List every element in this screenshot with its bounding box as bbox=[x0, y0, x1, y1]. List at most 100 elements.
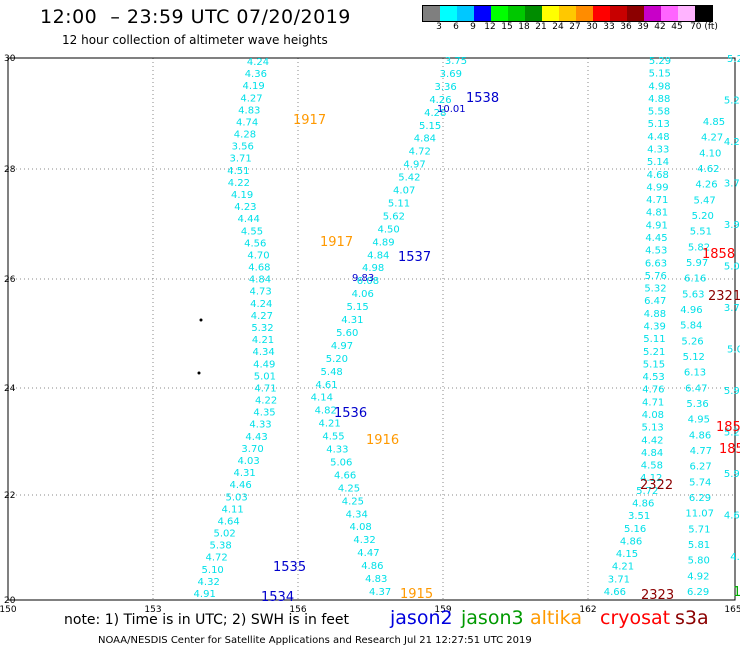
wave-height-value: 5.58 bbox=[648, 107, 670, 118]
wave-height-value: 4.24 bbox=[247, 57, 269, 68]
wave-height-value: 4.22 bbox=[255, 396, 277, 407]
wave-height-value: 4.25 bbox=[342, 496, 364, 507]
wave-height-value: 4.56 bbox=[244, 238, 266, 249]
wave-height-value: 5.26 bbox=[681, 336, 703, 347]
color-scale-label: 18 bbox=[518, 22, 530, 32]
wave-height-value: 4.03 bbox=[237, 456, 259, 467]
wave-height-value: 4.08 bbox=[350, 522, 372, 533]
wave-height-value: 5.62 bbox=[383, 211, 405, 222]
color-scale-label: 21 bbox=[535, 22, 547, 32]
color-scale-label: 27 bbox=[569, 22, 581, 32]
page-title: 12:00 – 23:59 UTC 07/20/2019 bbox=[40, 6, 351, 28]
wave-height-value: 4.26 bbox=[695, 180, 717, 191]
color-swatch bbox=[559, 6, 576, 21]
legend-cryosat: cryosat bbox=[600, 607, 671, 629]
wave-height-value: 4.66 bbox=[604, 587, 626, 598]
wave-height-value: 6.47 bbox=[644, 296, 666, 307]
wave-height-value: 4.46 bbox=[229, 480, 251, 491]
wave-height-value: 5.81 bbox=[688, 540, 710, 551]
wave-height-value: 4.11 bbox=[221, 504, 243, 515]
wave-height-value: 5.60 bbox=[336, 328, 358, 339]
wave-height-value: 5.06 bbox=[330, 457, 352, 468]
wave-height-value: 4.21 bbox=[252, 335, 274, 346]
wave-height-value: 4.71 bbox=[646, 195, 668, 206]
units-note: note: 1) Time is in UTC; 2) SWH is in fe… bbox=[64, 612, 350, 628]
wave-height-value: 5.84 bbox=[680, 321, 702, 332]
wave-height-value: 4.48 bbox=[647, 132, 669, 143]
wave-height-value: 5.12 bbox=[683, 352, 705, 363]
wave-height-value: 4.86 bbox=[689, 430, 711, 441]
wave-height-value: 6.29 bbox=[689, 493, 711, 504]
wave-height-value: 4.70 bbox=[247, 250, 269, 261]
wave-height-value: 5.0 bbox=[727, 345, 740, 356]
wave-height-value: 5.20 bbox=[326, 354, 348, 365]
wave-height-value: 4.33 bbox=[249, 420, 271, 431]
wave-height-value: 4.84 bbox=[249, 275, 271, 286]
x-tick-label: 156 bbox=[289, 605, 306, 615]
wave-height-value: 4.66 bbox=[334, 470, 356, 481]
wave-height-value: 4.14 bbox=[311, 393, 333, 404]
wave-height-value: 4.98 bbox=[362, 263, 384, 274]
color-swatch bbox=[627, 6, 644, 21]
wave-height-value: 4.76 bbox=[642, 385, 664, 396]
wave-height-value: 4.82 bbox=[315, 406, 337, 417]
wave-height-value: 4.25 bbox=[338, 483, 360, 494]
wave-height-value: 4.33 bbox=[647, 145, 669, 156]
color-swatch bbox=[491, 6, 508, 21]
color-scale-labels: 3 6 9 12 15 18 21 24 27 30 33 36 39 42 45 70 (ft) bbox=[422, 22, 740, 34]
wave-height-value: 5.16 bbox=[624, 524, 646, 535]
wave-height-value: 5.38 bbox=[210, 541, 232, 552]
wave-height-value: 4.55 bbox=[322, 432, 344, 443]
wave-height-value: 3.51 bbox=[628, 511, 650, 522]
wave-height-value: 3.71 bbox=[229, 154, 251, 165]
color-swatch bbox=[593, 6, 610, 21]
wave-height-value: 3.92 bbox=[724, 220, 740, 231]
wave-height-value: 5.15 bbox=[419, 121, 441, 132]
wave-height-value: 4.53 bbox=[643, 372, 665, 383]
wave-height-value: 5.20 bbox=[724, 428, 740, 439]
wave-height-value: 3.36 bbox=[435, 82, 457, 93]
wave-height-value: 4.42 bbox=[641, 435, 663, 446]
pass-label: 185 bbox=[719, 442, 740, 457]
wave-height-value: 4.74 bbox=[236, 117, 258, 128]
y-tick-label: 24 bbox=[4, 384, 16, 394]
wave-height-value: 4.24 bbox=[250, 299, 272, 310]
wave-height-value: 4.31 bbox=[233, 468, 255, 479]
wave-height-value: 3.56 bbox=[232, 142, 254, 153]
x-tick-label: 153 bbox=[144, 605, 161, 615]
wave-height-value: 4.62 bbox=[724, 511, 740, 522]
wave-height-value: 4.98 bbox=[648, 81, 670, 92]
color-scale-label: 15 bbox=[501, 22, 513, 32]
wave-height-value: 5.63 bbox=[682, 289, 704, 300]
wave-height-value: 4.34 bbox=[253, 347, 275, 358]
color-scale-label: 12 bbox=[484, 22, 496, 32]
wave-height-value: 4.92 bbox=[687, 571, 709, 582]
pass-label: 1536 bbox=[334, 406, 367, 421]
wave-height-value: 5.32 bbox=[644, 284, 666, 295]
wave-height-value: 4.62 bbox=[697, 164, 719, 175]
wave-height-value: 4.86 bbox=[632, 499, 654, 510]
wave-height-value: 4.84 bbox=[414, 134, 436, 145]
wave-height-value: 4.12 bbox=[640, 473, 662, 484]
color-scale-label: 6 bbox=[453, 22, 459, 32]
wave-height-value: 5.76 bbox=[645, 271, 667, 282]
wave-height-value: 4.51 bbox=[227, 166, 249, 177]
wave-height-value: 4.33 bbox=[326, 445, 348, 456]
wave-height-value: 4.88 bbox=[648, 94, 670, 105]
wave-height-value: 4.31 bbox=[341, 315, 363, 326]
wave-height-value: 3.70 bbox=[724, 303, 740, 314]
wave-height-value: 6.13 bbox=[684, 368, 706, 379]
wave-height-value: 4.71 bbox=[642, 397, 664, 408]
wave-height-value: 4.08 bbox=[642, 410, 664, 421]
wave-height-value: 4.37 bbox=[369, 587, 391, 598]
wave-height-value: 4.43 bbox=[245, 432, 267, 443]
color-scale-label: 42 bbox=[654, 22, 666, 32]
color-scale-bar bbox=[422, 5, 713, 22]
wave-height-value: 4.91 bbox=[194, 589, 216, 600]
wave-height-value: 4.47 bbox=[357, 548, 379, 559]
wave-height-value: 4.83 bbox=[365, 574, 387, 585]
wave-height-value: 4.15 bbox=[616, 549, 638, 560]
pass-label: 2321 bbox=[708, 289, 740, 304]
wave-height-value: 5.11 bbox=[388, 198, 410, 209]
